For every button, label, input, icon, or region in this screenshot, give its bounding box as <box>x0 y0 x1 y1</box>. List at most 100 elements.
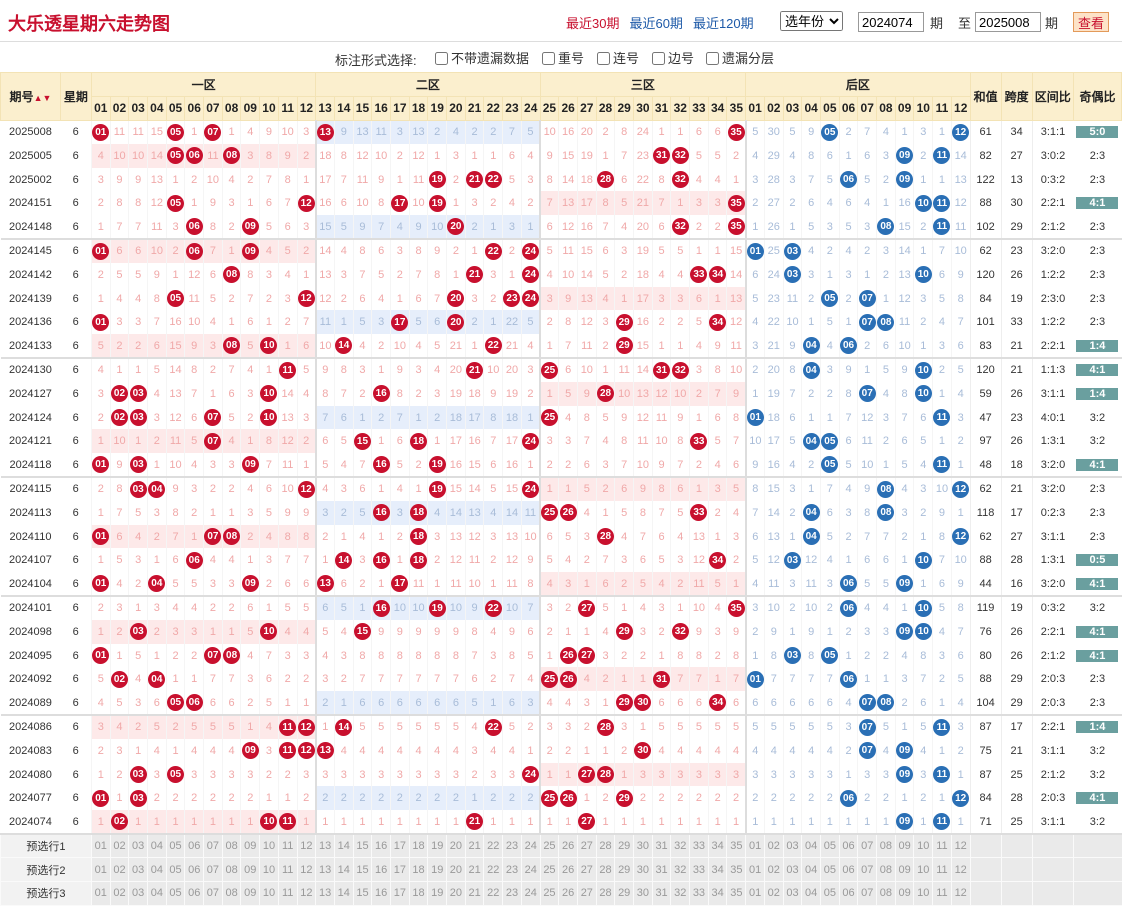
preselect-back-number[interactable]: 06 <box>838 834 858 859</box>
preselect-back-number[interactable]: 06 <box>838 857 858 883</box>
preselect-front-number[interactable]: 29 <box>614 857 634 883</box>
preselect-back-number[interactable]: 02 <box>763 834 784 859</box>
preselect-front-number[interactable]: 10 <box>259 857 279 883</box>
preselect-back-number[interactable]: 10 <box>913 857 933 883</box>
preselect-front-number[interactable]: 32 <box>670 881 690 906</box>
preselect-back-number[interactable]: 07 <box>857 857 877 883</box>
preselect-back-number[interactable]: 11 <box>932 881 952 906</box>
preselect-front-number[interactable]: 24 <box>520 834 541 859</box>
option-checkbox[interactable] <box>706 52 719 65</box>
preselect-front-number[interactable]: 19 <box>427 834 447 859</box>
preselect-front-number[interactable]: 15 <box>352 881 372 906</box>
preselect-front-number[interactable]: 19 <box>427 857 447 883</box>
preselect-back-number[interactable]: 07 <box>857 881 877 906</box>
preselect-front-number[interactable]: 05 <box>165 881 185 906</box>
preselect-front-number[interactable]: 27 <box>576 857 597 883</box>
view-button[interactable]: 查看 <box>1073 12 1109 32</box>
preselect-front-number[interactable]: 10 <box>259 834 279 859</box>
preselect-front-number[interactable]: 28 <box>595 834 615 859</box>
preselect-front-number[interactable]: 16 <box>371 834 391 859</box>
preselect-back-number[interactable]: 07 <box>857 834 877 859</box>
option-consecutive[interactable]: 连号 <box>597 48 639 67</box>
preselect-back-number[interactable]: 02 <box>763 857 784 883</box>
preselect-front-number[interactable]: 30 <box>633 881 653 906</box>
preselect-front-number[interactable]: 04 <box>147 857 167 883</box>
preselect-back-number[interactable]: 05 <box>820 834 840 859</box>
preselect-back-number[interactable]: 04 <box>801 834 821 859</box>
preselect-front-number[interactable]: 24 <box>520 857 541 883</box>
option-checkbox[interactable] <box>542 52 555 65</box>
preselect-back-number[interactable]: 02 <box>763 881 784 906</box>
preselect-front-number[interactable]: 12 <box>296 834 316 859</box>
preselect-front-number[interactable]: 04 <box>147 881 167 906</box>
preselect-front-number[interactable]: 03 <box>128 881 148 906</box>
preselect-back-number[interactable]: 12 <box>950 834 971 859</box>
option-repeat[interactable]: 重号 <box>542 48 584 67</box>
preselect-front-number[interactable]: 11 <box>277 881 297 906</box>
preselect-front-number[interactable]: 30 <box>633 857 653 883</box>
preselect-back-number[interactable]: 09 <box>894 881 914 906</box>
preselect-front-number[interactable]: 08 <box>221 834 241 859</box>
preselect-front-number[interactable]: 12 <box>296 881 316 906</box>
preselect-back-number[interactable]: 11 <box>932 857 952 883</box>
preselect-front-number[interactable]: 12 <box>296 857 316 883</box>
preselect-front-number[interactable]: 21 <box>464 834 484 859</box>
preselect-front-number[interactable]: 14 <box>333 881 354 906</box>
preselect-front-number[interactable]: 34 <box>707 857 727 883</box>
preselect-front-number[interactable]: 33 <box>689 857 709 883</box>
preselect-front-number[interactable]: 07 <box>203 857 223 883</box>
preselect-front-number[interactable]: 05 <box>165 857 185 883</box>
preselect-front-number[interactable]: 17 <box>390 834 410 859</box>
preselect-front-number[interactable]: 14 <box>333 857 354 883</box>
preselect-front-number[interactable]: 32 <box>670 857 690 883</box>
preselect-front-number[interactable]: 23 <box>502 834 522 859</box>
preselect-front-number[interactable]: 20 <box>446 834 466 859</box>
preselect-front-number[interactable]: 13 <box>315 834 335 859</box>
preselect-front-number[interactable]: 15 <box>352 857 372 883</box>
preselect-front-number[interactable]: 33 <box>689 834 709 859</box>
preselect-front-number[interactable]: 35 <box>726 881 746 906</box>
preselect-back-number[interactable]: 10 <box>913 881 933 906</box>
preselect-front-number[interactable]: 22 <box>483 857 503 883</box>
preselect-back-number[interactable]: 01 <box>745 881 765 906</box>
preselect-front-number[interactable]: 11 <box>277 834 297 859</box>
preselect-back-number[interactable]: 12 <box>950 857 971 883</box>
preselect-front-number[interactable]: 28 <box>595 881 615 906</box>
preselect-back-number[interactable]: 05 <box>820 857 840 883</box>
preselect-front-number[interactable]: 01 <box>90 834 111 859</box>
preselect-front-number[interactable]: 26 <box>558 881 578 906</box>
preselect-front-number[interactable]: 06 <box>184 857 204 883</box>
preselect-front-number[interactable]: 13 <box>315 881 335 906</box>
preselect-front-number[interactable]: 09 <box>240 857 260 883</box>
preselect-front-number[interactable]: 05 <box>165 834 185 859</box>
preselect-front-number[interactable]: 14 <box>333 834 354 859</box>
preselect-front-number[interactable]: 27 <box>576 834 597 859</box>
preselect-front-number[interactable]: 30 <box>633 834 653 859</box>
preselect-front-number[interactable]: 23 <box>502 857 522 883</box>
preselect-back-number[interactable]: 11 <box>932 834 952 859</box>
preselect-back-number[interactable]: 03 <box>782 857 802 883</box>
preselect-front-number[interactable]: 03 <box>128 834 148 859</box>
quick-link-2[interactable]: 最近120期 <box>692 16 754 31</box>
preselect-back-number[interactable]: 05 <box>820 881 840 906</box>
quick-link-1[interactable]: 最近60期 <box>629 16 683 31</box>
preselect-front-number[interactable]: 25 <box>539 881 559 906</box>
preselect-front-number[interactable]: 21 <box>464 881 484 906</box>
preselect-front-number[interactable]: 34 <box>707 834 727 859</box>
preselect-front-number[interactable]: 15 <box>352 834 372 859</box>
preselect-front-number[interactable]: 22 <box>483 834 503 859</box>
preselect-front-number[interactable]: 34 <box>707 881 727 906</box>
option-checkbox[interactable] <box>435 52 448 65</box>
preselect-front-number[interactable]: 25 <box>539 857 559 883</box>
from-issue-input[interactable] <box>858 12 924 32</box>
preselect-back-number[interactable]: 06 <box>838 881 858 906</box>
preselect-front-number[interactable]: 16 <box>371 881 391 906</box>
preselect-front-number[interactable]: 22 <box>483 881 503 906</box>
preselect-front-number[interactable]: 29 <box>614 834 634 859</box>
preselect-back-number[interactable]: 12 <box>950 881 971 906</box>
preselect-front-number[interactable]: 18 <box>408 857 428 883</box>
to-issue-input[interactable] <box>975 12 1041 32</box>
preselect-front-number[interactable]: 19 <box>427 881 447 906</box>
option-layer[interactable]: 遗漏分层 <box>706 48 774 67</box>
preselect-front-number[interactable]: 26 <box>558 834 578 859</box>
